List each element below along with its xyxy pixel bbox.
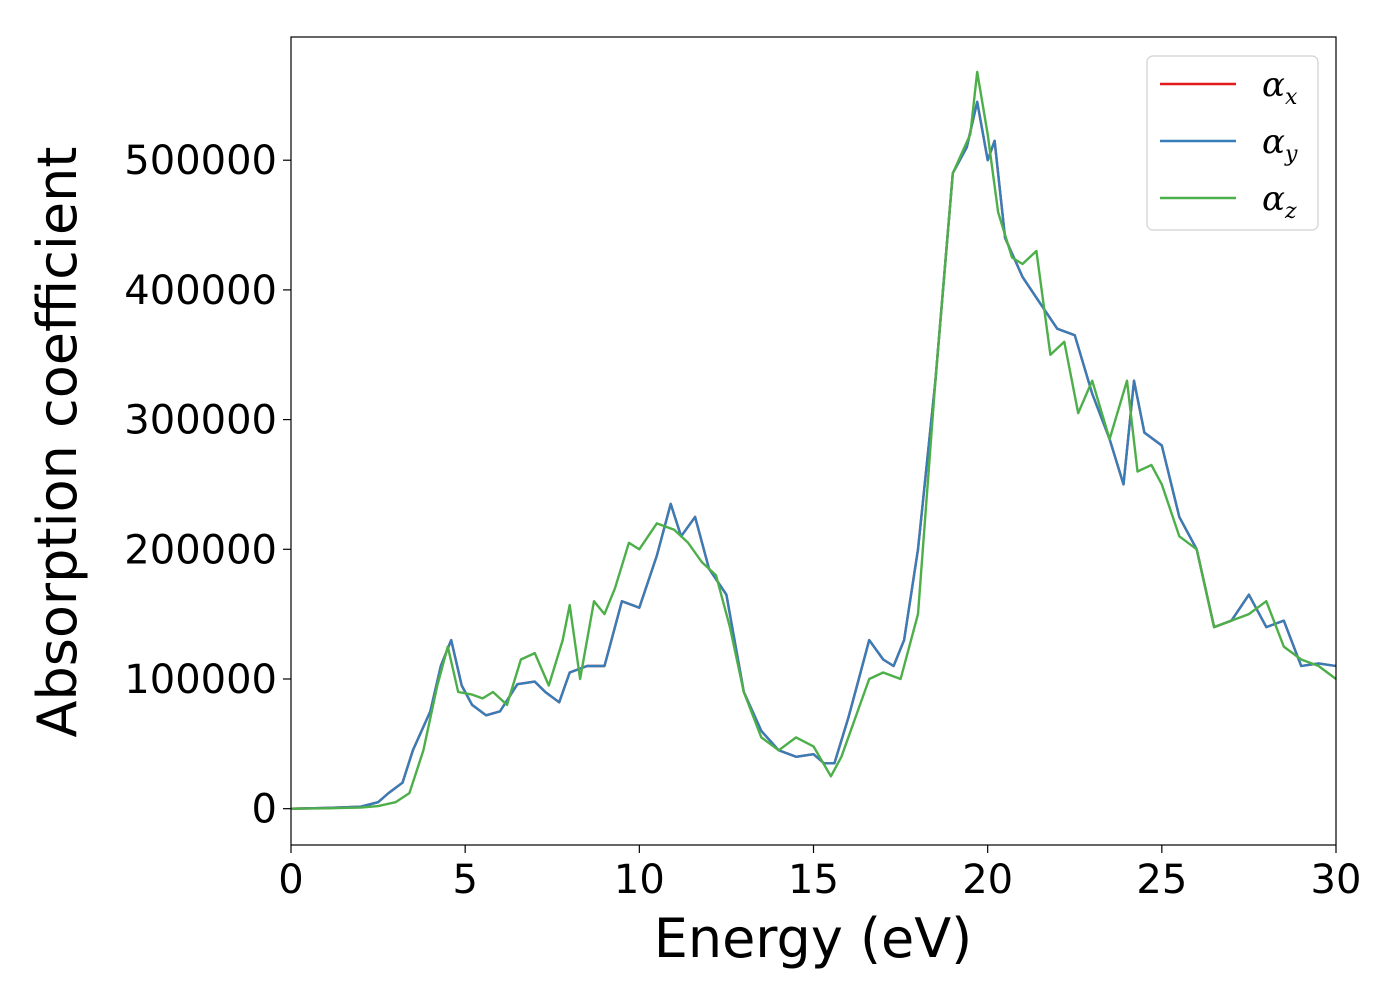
x-tick-label: 20 bbox=[962, 857, 1013, 903]
x-axis-ticks: 0 5 10 15 20 25 30 bbox=[278, 845, 1361, 903]
x-tick-label: 10 bbox=[614, 857, 665, 903]
x-tick-label: 5 bbox=[452, 857, 477, 903]
x-axis-title: Energy (eV) bbox=[654, 907, 973, 970]
y-tick-label: 100000 bbox=[124, 657, 277, 703]
x-tick-label: 0 bbox=[278, 857, 303, 903]
y-axis-title: Absorption coefficient bbox=[26, 147, 89, 738]
x-tick-label: 30 bbox=[1311, 857, 1362, 903]
series-line-z bbox=[290, 70, 1337, 810]
y-tick-label: 0 bbox=[252, 787, 277, 833]
x-tick-label: 15 bbox=[788, 857, 839, 903]
y-tick-label: 400000 bbox=[124, 268, 277, 314]
y-tick-label: 500000 bbox=[124, 138, 277, 184]
y-axis-ticks: 0 100000 200000 300000 400000 500000 bbox=[124, 138, 291, 833]
series-layer bbox=[290, 70, 1337, 810]
y-tick-label: 300000 bbox=[124, 398, 277, 444]
legend-box bbox=[1146, 55, 1319, 231]
y-tick-label: 200000 bbox=[124, 527, 277, 573]
x-tick-label: 25 bbox=[1136, 857, 1187, 903]
series-line-y bbox=[290, 100, 1337, 810]
plot-area-frame bbox=[290, 36, 1337, 846]
